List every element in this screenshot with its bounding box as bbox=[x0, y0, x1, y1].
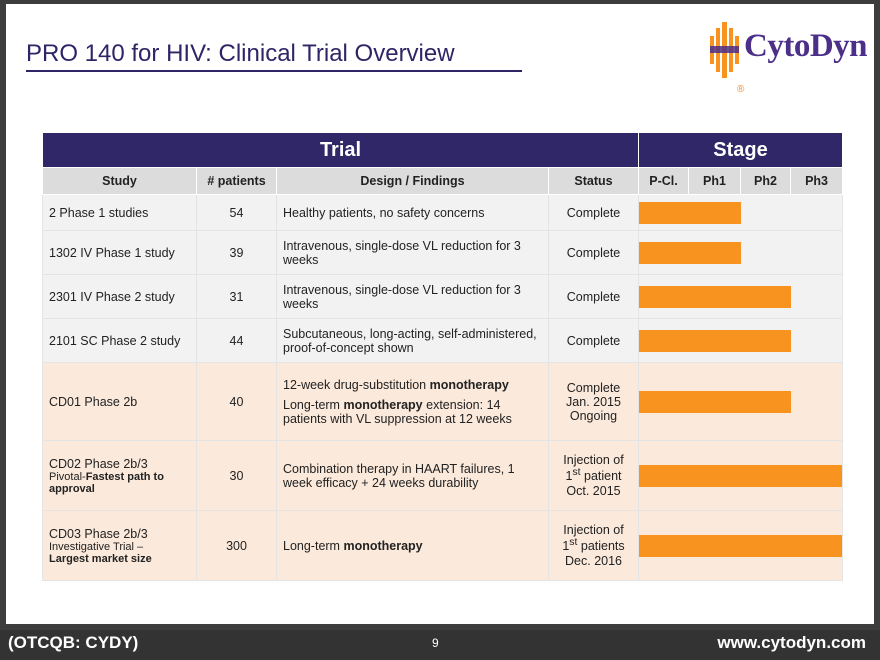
stage-cell bbox=[638, 318, 844, 363]
patients-cell: 300 bbox=[196, 510, 277, 581]
status-cell: Complete Jan. 2015 Ongoing bbox=[547, 362, 640, 441]
slide: PRO 140 for HIV: Clinical Trial Overview… bbox=[6, 4, 874, 624]
status-line-3: Oct. 2015 bbox=[566, 483, 621, 498]
table-row: 2 Phase 1 studies 54 Healthy patients, n… bbox=[42, 194, 844, 231]
status-line-2: 1st patients bbox=[562, 537, 625, 554]
table-row: CD01 Phase 2b 40 12-week drug-substituti… bbox=[42, 362, 844, 441]
status-cell: Injection of 1st patient Oct. 2015 bbox=[547, 440, 640, 511]
design-cell: Long-term monotherapy bbox=[276, 510, 549, 581]
table-row: 2301 IV Phase 2 study 31 Intravenous, si… bbox=[42, 274, 844, 319]
stage-progress-bar bbox=[639, 241, 741, 264]
table-row: CD02 Phase 2b/3 Pivotal-Fastest path to … bbox=[42, 440, 844, 511]
stage-cell bbox=[638, 274, 844, 319]
design-cell: Subcutaneous, long-acting, self-administ… bbox=[276, 318, 549, 363]
table-row: 2101 SC Phase 2 study 44 Subcutaneous, l… bbox=[42, 318, 844, 363]
status-line-3: Ongoing bbox=[569, 408, 618, 423]
study-cell: 2101 SC Phase 2 study bbox=[42, 318, 197, 363]
study-cell: 2301 IV Phase 2 study bbox=[42, 274, 197, 319]
design-cell: Intravenous, single-dose VL reduction fo… bbox=[276, 230, 549, 275]
design-line-2: Long-term monotherapy extension: 14 pati… bbox=[283, 397, 512, 426]
title-underline bbox=[26, 70, 522, 72]
study-line-2: Investigative Trial – bbox=[49, 540, 144, 553]
column-header-ph2: Ph2 bbox=[740, 167, 792, 195]
page-number: 9 bbox=[432, 636, 439, 650]
patients-cell: 40 bbox=[196, 362, 277, 441]
status-cell: Complete bbox=[547, 230, 640, 275]
status-line-2: Jan. 2015 bbox=[566, 394, 621, 409]
column-header-status: Status bbox=[547, 167, 640, 195]
footer-url[interactable]: www.cytodyn.com bbox=[717, 633, 866, 652]
study-line-1: CD02 Phase 2b/3 bbox=[49, 456, 148, 471]
logo-text: CytoDyn bbox=[744, 28, 868, 64]
table-row: CD03 Phase 2b/3 Investigative Trial – La… bbox=[42, 510, 844, 581]
column-header-ph3: Ph3 bbox=[790, 167, 844, 195]
status-cell: Injection of 1st patients Dec. 2016 bbox=[547, 510, 640, 581]
status-cell: Complete bbox=[547, 318, 640, 363]
status-line-3: Dec. 2016 bbox=[565, 553, 622, 568]
patients-cell: 54 bbox=[196, 194, 277, 231]
design-cell: Healthy patients, no safety concerns bbox=[276, 194, 549, 231]
stage-cell bbox=[638, 194, 844, 231]
column-header-patients: # patients bbox=[196, 167, 277, 195]
stage-cell bbox=[638, 362, 844, 441]
design-cell: 12-week drug-substitution monotherapy Lo… bbox=[276, 362, 549, 441]
study-line-2: Pivotal-Fastest path to bbox=[49, 470, 164, 483]
stage-progress-bar bbox=[639, 464, 843, 487]
study-cell: 2 Phase 1 studies bbox=[42, 194, 197, 231]
stage-group-header: Stage bbox=[638, 132, 844, 168]
status-line-1: Injection of bbox=[563, 523, 624, 538]
stage-progress-bar bbox=[639, 534, 843, 557]
table-row: 1302 IV Phase 1 study 39 Intravenous, si… bbox=[42, 230, 844, 275]
logo-registered-mark: ® bbox=[737, 84, 745, 95]
study-cell: CD01 Phase 2b bbox=[42, 362, 197, 441]
status-line-2: 1st patient bbox=[565, 467, 622, 484]
design-cell: Intravenous, single-dose VL reduction fo… bbox=[276, 274, 549, 319]
stage-cell bbox=[638, 440, 844, 511]
logo-mark-icon bbox=[710, 22, 739, 78]
study-line-3: approval bbox=[49, 482, 95, 495]
patients-cell: 30 bbox=[196, 440, 277, 511]
patients-cell: 31 bbox=[196, 274, 277, 319]
column-header-study: Study bbox=[42, 167, 197, 195]
stage-progress-bar bbox=[639, 329, 792, 352]
design-cell: Combination therapy in HAART failures, 1… bbox=[276, 440, 549, 511]
status-cell: Complete bbox=[547, 274, 640, 319]
status-cell: Complete bbox=[547, 194, 640, 231]
stage-cell bbox=[638, 230, 844, 275]
stage-cell bbox=[638, 510, 844, 581]
column-header-design: Design / Findings bbox=[276, 167, 549, 195]
trial-overview-table: Trial Stage Study # patients Design / Fi… bbox=[41, 132, 844, 581]
study-cell: CD02 Phase 2b/3 Pivotal-Fastest path to … bbox=[42, 440, 197, 511]
status-line-1: Complete bbox=[566, 380, 621, 395]
study-line-1: CD03 Phase 2b/3 bbox=[49, 526, 148, 541]
column-header-ph1: Ph1 bbox=[688, 167, 742, 195]
slide-title: PRO 140 for HIV: Clinical Trial Overview bbox=[26, 40, 455, 67]
design-line-1: 12-week drug-substitution monotherapy bbox=[283, 377, 509, 392]
study-cell: CD03 Phase 2b/3 Investigative Trial – La… bbox=[42, 510, 197, 581]
trial-group-header: Trial bbox=[41, 132, 640, 168]
cytodyn-logo: CytoDyn ® bbox=[706, 22, 868, 102]
study-cell: 1302 IV Phase 1 study bbox=[42, 230, 197, 275]
patients-cell: 39 bbox=[196, 230, 277, 275]
status-line-1: Injection of bbox=[563, 453, 624, 468]
patients-cell: 44 bbox=[196, 318, 277, 363]
footer-bar: (OTCQB: CYDY) 9 www.cytodyn.com bbox=[0, 630, 880, 660]
column-header-pcl: P-Cl. bbox=[638, 167, 690, 195]
stage-progress-bar bbox=[639, 201, 741, 224]
stage-progress-bar bbox=[639, 390, 792, 413]
footer-ticker: (OTCQB: CYDY) bbox=[8, 633, 139, 652]
study-line-3: Largest market size bbox=[49, 552, 152, 565]
stage-progress-bar bbox=[639, 285, 792, 308]
